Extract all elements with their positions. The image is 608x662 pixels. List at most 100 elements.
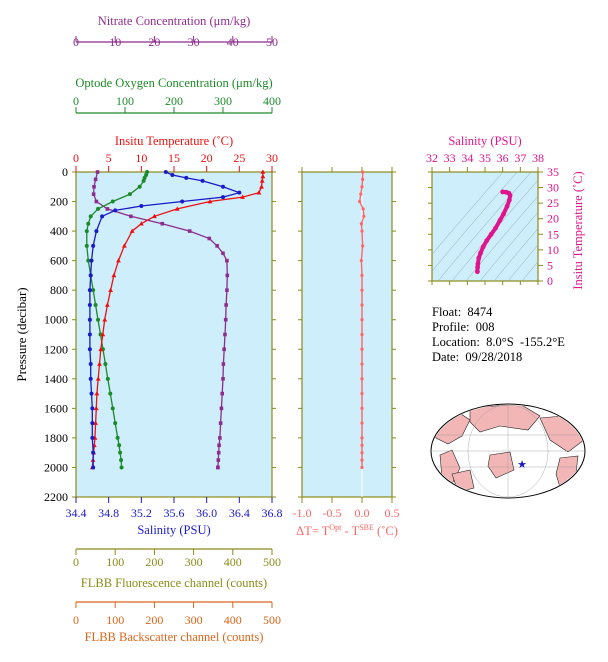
float-info: Float: 8474 Profile: 008 Location: 8.0°S…: [432, 305, 565, 365]
nitrate-tick-label: 50: [266, 35, 278, 49]
temperature-point: [116, 258, 121, 263]
ts-x-tick-label: 38: [532, 151, 544, 165]
ts-contour: [437, 172, 532, 281]
temperature-point: [121, 243, 127, 248]
delta-plot-area: [301, 171, 393, 498]
salinity-point: [170, 172, 175, 177]
pressure-tick-label: 0: [62, 165, 68, 179]
ts-contour: [493, 228, 538, 281]
ts-y-tick-label: 20: [547, 212, 559, 226]
temperature-point: [138, 221, 144, 226]
backscatter-tick-label: 500: [263, 613, 281, 627]
delta-point: [360, 303, 364, 307]
main-plot-area: [75, 171, 273, 498]
profile-date: Date: 09/28/2018: [432, 350, 523, 364]
delta-x-tick-label: 0.0: [355, 506, 370, 520]
nitrate-point: [221, 362, 226, 366]
ts-y-tick-label: 30: [547, 181, 559, 195]
ts-contour: [432, 172, 504, 255]
salinity-point: [87, 332, 92, 337]
oxygen-point: [117, 443, 122, 448]
delta-point: [360, 318, 364, 322]
delta-point: [360, 332, 364, 337]
ts-point: [500, 189, 506, 195]
ts-y-tick-label: 10: [547, 243, 559, 257]
delta-point: [361, 177, 365, 181]
nitrate-point: [222, 347, 226, 352]
oxygen-point: [86, 221, 91, 226]
fluorescence-tick-label: 100: [106, 555, 124, 569]
temperature-point: [152, 213, 157, 219]
nitrate-point: [217, 443, 221, 448]
temperature-series: [89, 169, 266, 470]
salinity-tick-label: 34.8: [98, 506, 119, 520]
nitrate-point: [223, 332, 227, 337]
oxygen-point: [84, 243, 89, 248]
ts-x-tick-label: 34: [461, 151, 473, 165]
oxygen-point: [96, 317, 101, 322]
nitrate-point: [220, 391, 225, 396]
salinity-point: [113, 208, 118, 213]
salinity-point: [90, 421, 95, 426]
fluorescence-tick-label: 0: [73, 555, 79, 569]
ts-contour: [535, 278, 538, 281]
delta-point: [360, 421, 364, 425]
oxygen-axis-label: Optode Oxygen Concentration (μm/kg): [75, 76, 272, 90]
delta-point: [360, 362, 364, 366]
nitrate-point: [216, 450, 221, 455]
ts-point: [504, 203, 510, 209]
ts-x-tick-label: 35: [479, 151, 491, 165]
salinity-point: [88, 273, 93, 278]
pressure-tick-label: 2200: [44, 490, 68, 504]
ts-point: [475, 269, 480, 275]
ts-y-axis-label: Insitu Temperature (˚C): [571, 171, 585, 289]
salinity-point: [89, 258, 94, 263]
salinity-point: [89, 391, 94, 396]
nitrate-point: [221, 251, 225, 256]
ts-x-tick-label: 37: [514, 151, 526, 165]
oxygen-point: [118, 450, 123, 455]
fluorescence-axis-label: FLBB Fluorescence channel (counts): [81, 576, 267, 590]
delta-point: [361, 244, 365, 248]
oxygen-point: [108, 391, 113, 396]
temperature-point: [259, 178, 265, 183]
pressure-tick-label: 800: [50, 283, 68, 297]
nitrate-tick-label: 20: [148, 35, 160, 49]
oxygen-point: [141, 178, 146, 183]
salinity-tick-label: 36.4: [229, 506, 250, 520]
salinity-tick-label: 34.4: [66, 506, 87, 520]
temperature-tick-label: 5: [106, 151, 112, 165]
nitrate-point: [225, 288, 229, 292]
temperature-point: [102, 317, 108, 322]
ts-point: [506, 197, 512, 203]
salinity-point: [87, 288, 92, 293]
ts-x-tick-label: 33: [444, 151, 456, 165]
oxygen-point: [88, 214, 93, 219]
delta-x-tick-label: -1.0: [293, 506, 312, 520]
salinity-tick-label: 36.0: [196, 506, 217, 520]
salinity-point: [94, 229, 99, 234]
nitrate-point: [225, 273, 230, 278]
salinity-point: [87, 347, 92, 352]
ts-x-tick-label: 32: [426, 151, 438, 165]
pressure-axis-label: Pressure (decibar): [14, 287, 29, 381]
salinity-line: [89, 171, 242, 468]
delta-point: [360, 377, 364, 381]
temperature-point: [93, 420, 98, 425]
oxygen-tick-label: 400: [263, 94, 281, 108]
delta-point: [361, 170, 365, 174]
oxygen-tick-label: 100: [116, 94, 134, 108]
delta-point: [360, 229, 364, 233]
backscatter-tick-label: 0: [73, 613, 79, 627]
delta-point: [362, 214, 366, 218]
temperature-point: [111, 272, 117, 278]
delta-point: [359, 192, 363, 196]
salinity-point: [200, 178, 205, 183]
nitrate-tick-label: 10: [109, 35, 121, 49]
delta-x-tick-label: -0.5: [323, 506, 342, 520]
delta-point: [360, 451, 364, 455]
temperature-point: [100, 331, 106, 337]
oxygen-tick-label: 300: [214, 94, 232, 108]
nitrate-point: [91, 192, 96, 196]
